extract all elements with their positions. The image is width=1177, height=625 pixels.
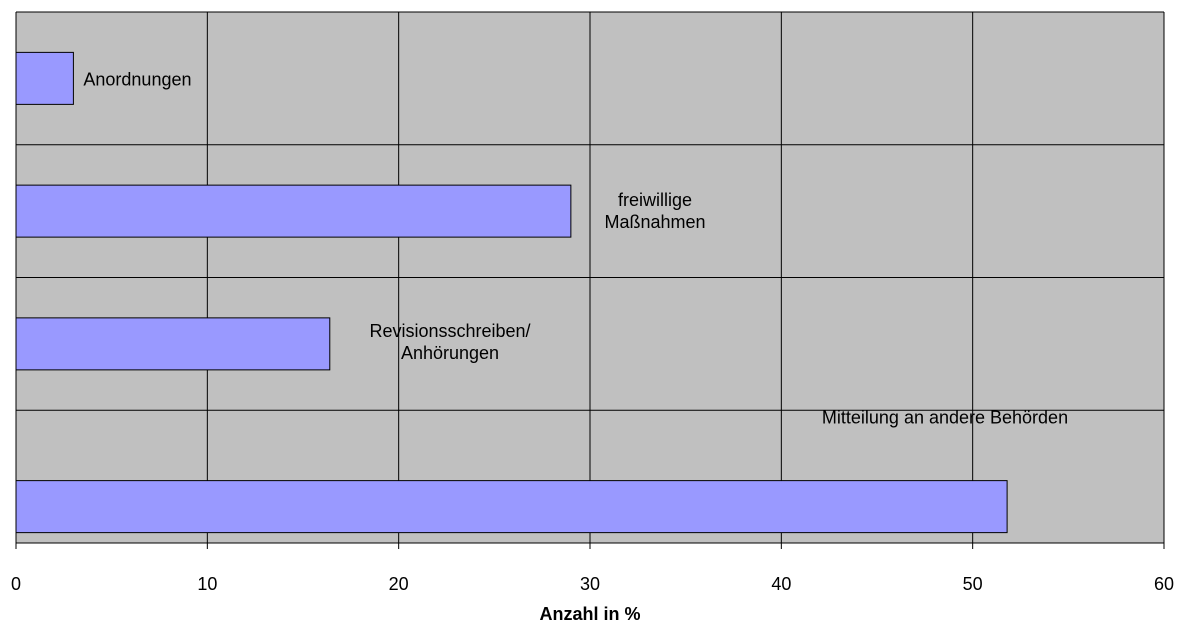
bar-label-line: freiwillige [618, 190, 692, 210]
bar-label: Revisionsschreiben/Anhörungen [369, 321, 530, 363]
bars [15, 51, 1008, 534]
x-tick-label: 50 [963, 574, 983, 594]
x-tick-label: 0 [11, 574, 21, 594]
bar-label-line: Anhörungen [401, 343, 499, 363]
bar [15, 51, 74, 105]
bar-label-line: Revisionsschreiben/ [369, 321, 530, 341]
bar-label-line: Anordnungen [83, 69, 191, 89]
bar-labels: Anordnungen freiwillige Maßnahmen Revisions… [83, 69, 1068, 427]
x-tick-label: 20 [389, 574, 409, 594]
bar-label-line: Maßnahmen [604, 212, 705, 232]
bar [15, 317, 331, 371]
x-tick-label: 30 [580, 574, 600, 594]
x-tick-label: 40 [771, 574, 791, 594]
x-tick-label: 10 [197, 574, 217, 594]
x-tick-label: 60 [1154, 574, 1174, 594]
bar-label: freiwillige Maßnahmen [604, 190, 705, 232]
bar-label: Mitteilung an andere Behörden [822, 408, 1068, 428]
bar [15, 480, 1008, 534]
x-axis-ticks: 0 10 20 30 40 50 60 [11, 543, 1174, 594]
bar [15, 184, 572, 238]
x-axis-title: Anzahl in % [539, 604, 640, 624]
bar-label: Anordnungen [83, 69, 191, 89]
gridlines [15, 11, 1165, 544]
bar-label-line: Mitteilung an andere Behörden [822, 408, 1068, 428]
